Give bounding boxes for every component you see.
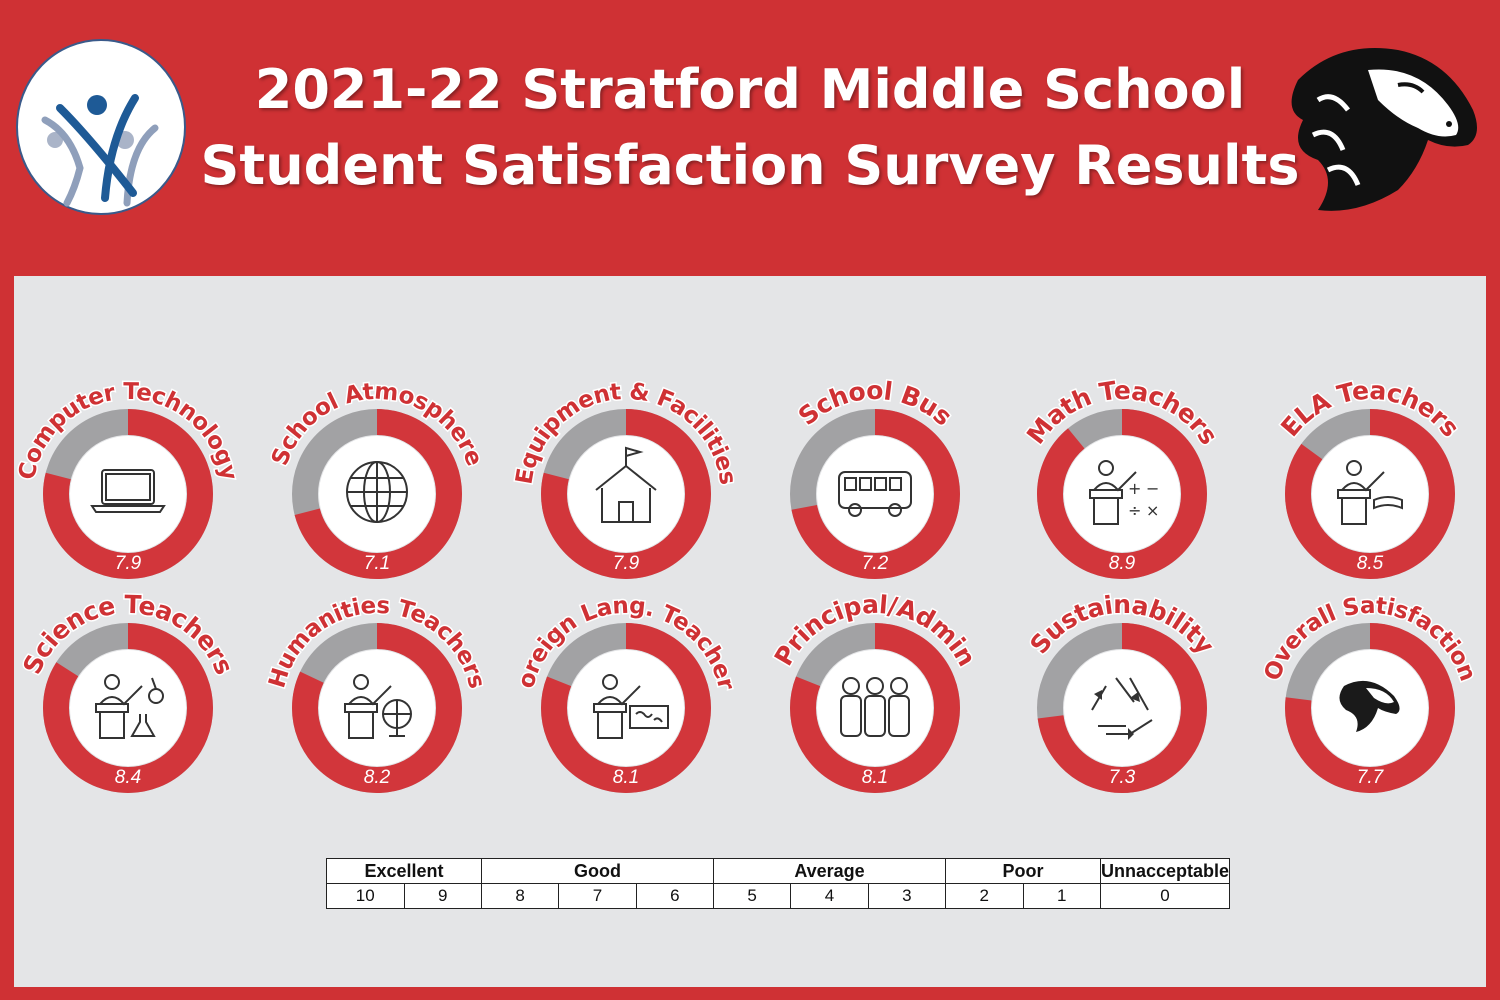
- scale-number: 3: [868, 884, 945, 909]
- scale-number: 2: [946, 884, 1024, 909]
- scale-number: 0: [1101, 884, 1230, 909]
- scale-label-unacceptable: Unnacceptable: [1101, 859, 1230, 884]
- header: 2021-22 Stratford Middle School Student …: [0, 0, 1500, 275]
- rating-scale-table: Excellent Good Average Poor Unnacceptabl…: [326, 858, 1230, 909]
- scale-label-excellent: Excellent: [327, 859, 482, 884]
- scale-number: 5: [714, 884, 791, 909]
- page-title: 2021-22 Stratford Middle School Student …: [200, 52, 1300, 204]
- title-line-2: Student Satisfaction Survey Results: [200, 128, 1300, 204]
- scale-label-average: Average: [714, 859, 946, 884]
- scale-number: 4: [791, 884, 868, 909]
- scale-label-poor: Poor: [946, 859, 1101, 884]
- scale-number: 7: [559, 884, 636, 909]
- scale-number: 6: [636, 884, 713, 909]
- scale-number: 10: [327, 884, 405, 909]
- mustang-logo-icon: [1278, 40, 1483, 218]
- scale-number: 8: [482, 884, 559, 909]
- scale-label-good: Good: [482, 859, 714, 884]
- title-line-1: 2021-22 Stratford Middle School: [200, 52, 1300, 128]
- scale-number: 1: [1023, 884, 1101, 909]
- scale-number: 9: [404, 884, 482, 909]
- people-logo-icon: [15, 38, 187, 216]
